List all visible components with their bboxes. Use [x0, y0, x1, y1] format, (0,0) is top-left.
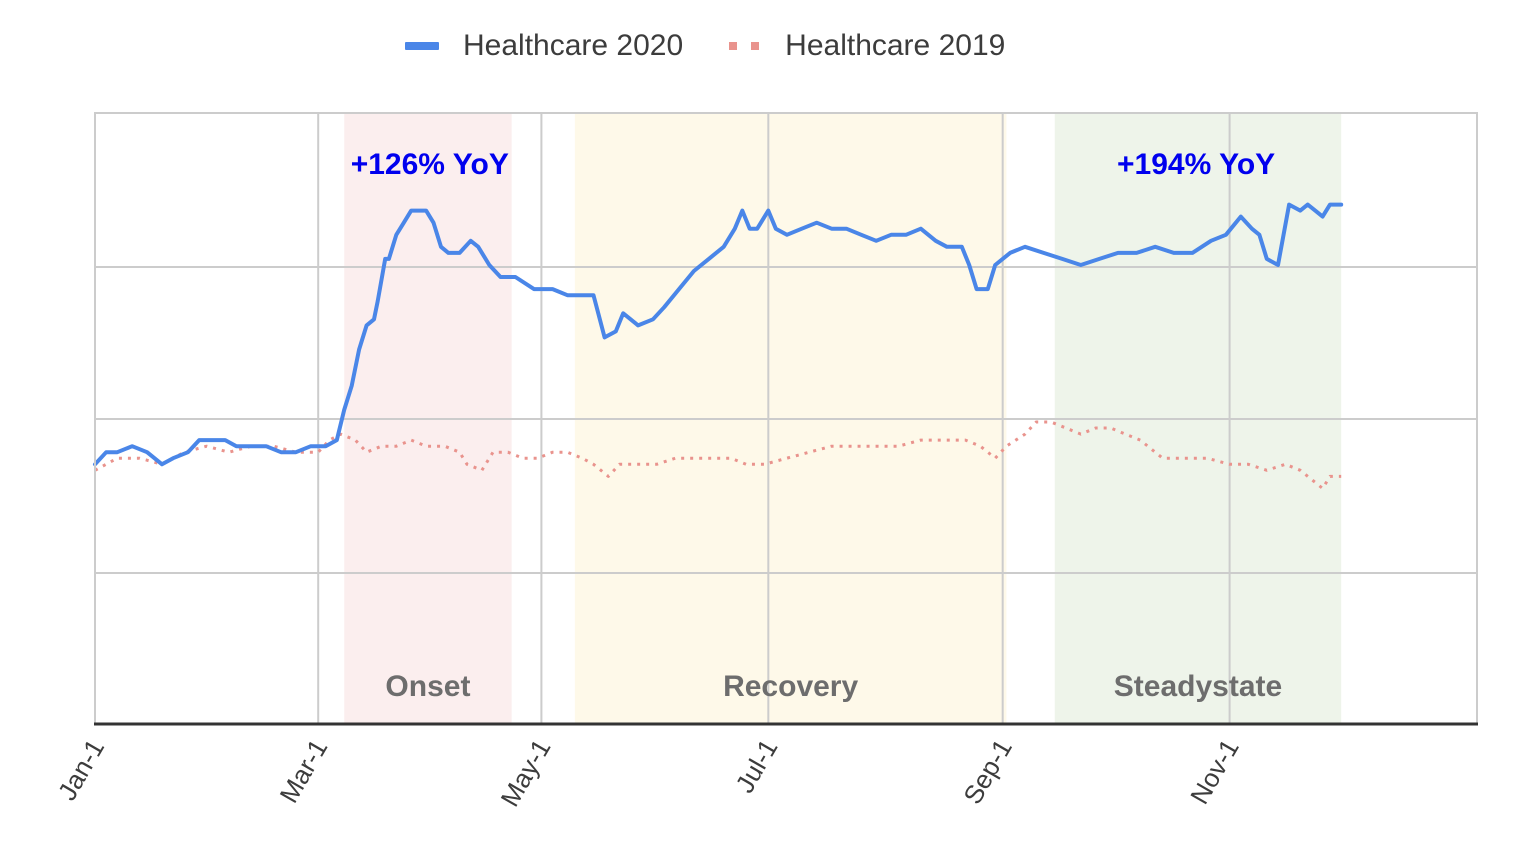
- legend-label-2020: Healthcare 2020: [463, 29, 684, 62]
- legend-swatch-dotted: [729, 42, 760, 50]
- legend-item-2020[interactable]: Healthcare 2020: [405, 29, 683, 63]
- phase-label-onset: Onset: [385, 670, 470, 703]
- legend-item-2019[interactable]: Healthcare 2019: [727, 29, 1005, 63]
- series-line-0: [93, 202, 1344, 467]
- x-tick-label: Nov-1: [1184, 734, 1245, 809]
- legend: Healthcare 2020 Healthcare 2019: [405, 26, 1049, 66]
- plot-frame: [94, 112, 1478, 726]
- x-tick-label: May-1: [494, 734, 556, 812]
- x-tick-label: Sep-1: [957, 734, 1018, 809]
- phase-label-steadystate: Steadystate: [1114, 670, 1282, 703]
- series-layer: [93, 202, 1344, 490]
- phase-label-recovery: Recovery: [723, 670, 858, 703]
- legend-swatch-solid: [405, 42, 439, 50]
- legend-label-2019: Healthcare 2019: [785, 29, 1006, 62]
- x-tick-label: Jul-1: [729, 734, 783, 798]
- yoy-annotation-0: +126% YoY: [351, 148, 509, 181]
- x-tick-label: Mar-1: [273, 734, 333, 808]
- yoy-annotation-1: +194% YoY: [1117, 148, 1275, 181]
- x-tick-label: Jan-1: [52, 734, 111, 805]
